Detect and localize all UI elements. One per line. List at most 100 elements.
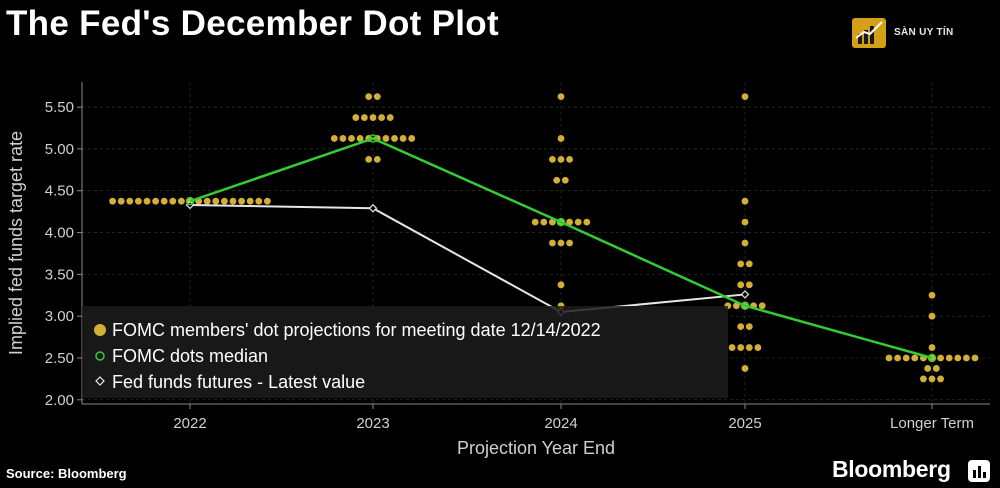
fomc-dot bbox=[583, 218, 591, 226]
fomc-dot bbox=[557, 281, 565, 289]
fomc-dot bbox=[963, 354, 970, 362]
fomc-dot bbox=[937, 375, 944, 383]
fomc-dot bbox=[152, 197, 160, 205]
fomc-dot bbox=[894, 354, 901, 362]
legend-futures-label: Fed funds futures - Latest value bbox=[112, 372, 365, 392]
fomc-dot bbox=[566, 218, 573, 226]
fomc-dot bbox=[741, 197, 749, 205]
futures-point bbox=[368, 203, 378, 213]
fomc-dot bbox=[229, 197, 237, 205]
fomc-dot bbox=[382, 135, 390, 142]
median-point bbox=[185, 196, 195, 206]
fomc-dot bbox=[928, 344, 936, 351]
fomc-dot bbox=[361, 114, 368, 121]
fomc-dot bbox=[352, 114, 360, 121]
y-tick-label: 2.50 bbox=[45, 350, 74, 367]
fomc-dot bbox=[741, 93, 749, 101]
fomc-dot bbox=[737, 260, 745, 268]
fomc-dot bbox=[945, 354, 953, 362]
y-tick-label: 4.50 bbox=[45, 183, 74, 200]
fomc-dot bbox=[745, 323, 753, 331]
fomc-dot bbox=[924, 365, 932, 372]
fomc-dot bbox=[339, 135, 347, 142]
bloomberg-logo: Bloomberg bbox=[832, 456, 951, 482]
fomc-dot-projections bbox=[109, 93, 979, 383]
fed-funds-futures-series bbox=[185, 200, 750, 317]
fomc-dot bbox=[203, 197, 211, 205]
fomc-dot bbox=[928, 291, 936, 299]
y-tick-label: 4.00 bbox=[45, 225, 74, 242]
source-note: Source: Bloomberg bbox=[6, 466, 127, 481]
fomc-dot bbox=[928, 312, 936, 320]
median-point bbox=[368, 134, 378, 143]
fomc-dot bbox=[365, 93, 373, 101]
fomc-dot bbox=[549, 155, 556, 163]
fomc-dot bbox=[566, 155, 573, 163]
fomc-dot bbox=[737, 323, 745, 331]
fomc-dot bbox=[937, 354, 944, 362]
fomc-dot bbox=[728, 344, 736, 351]
fomc-dot bbox=[733, 302, 740, 310]
median-point bbox=[740, 301, 750, 310]
fomc-dot bbox=[408, 135, 416, 142]
fomc-dot bbox=[109, 197, 116, 205]
fomc-dot bbox=[212, 197, 220, 205]
median-line bbox=[189, 137, 933, 360]
fomc-dot bbox=[566, 239, 573, 247]
fomc-dot bbox=[741, 218, 749, 226]
fomc-dot bbox=[745, 344, 753, 351]
fomc-dot bbox=[557, 93, 565, 101]
y-tick-label: 3.50 bbox=[45, 266, 74, 283]
fomc-dot bbox=[741, 239, 749, 247]
legend-dots-marker bbox=[94, 324, 106, 336]
fomc-dot bbox=[885, 354, 893, 362]
fomc-dot bbox=[178, 197, 185, 205]
fomc-dot bbox=[971, 354, 979, 362]
fomc-dot bbox=[557, 155, 565, 163]
fomc-dot bbox=[369, 114, 377, 121]
fomc-dot bbox=[221, 197, 228, 205]
x-tick-label: 2024 bbox=[544, 415, 577, 432]
fomc-dot bbox=[737, 344, 745, 351]
fomc-dot bbox=[557, 239, 565, 247]
median-point bbox=[927, 353, 937, 363]
fomc-dot bbox=[143, 197, 151, 205]
fomc-dot bbox=[540, 218, 548, 226]
fomc-dot bbox=[160, 197, 168, 205]
fomc-dot bbox=[902, 354, 910, 362]
fomc-dot bbox=[557, 135, 565, 142]
fomc-dot bbox=[169, 197, 177, 205]
fomc-dot bbox=[553, 176, 561, 184]
fomc-dot bbox=[741, 365, 749, 372]
futures-point bbox=[740, 290, 750, 299]
y-tick-labels: 2.00 2.50 3.00 3.50 4.00 4.50 5.00 5.50 bbox=[45, 99, 82, 409]
watermark-text: SÀN UY TÍN bbox=[894, 27, 954, 38]
fomc-dot bbox=[911, 354, 919, 362]
fomc-dot bbox=[238, 197, 246, 205]
fomc-dot bbox=[330, 135, 338, 142]
y-tick-label: 2.00 bbox=[45, 392, 74, 409]
fomc-dot bbox=[348, 135, 355, 142]
legend-dots-label: FOMC members' dot projections for meetin… bbox=[112, 320, 601, 340]
fomc-dot bbox=[246, 197, 254, 205]
y-axis-label: Implied fed funds target rate bbox=[6, 131, 26, 355]
legend: FOMC members' dot projections for meetin… bbox=[82, 306, 728, 398]
median-point bbox=[556, 217, 566, 227]
watermark-logo-icon bbox=[852, 18, 886, 48]
fomc-dot bbox=[117, 197, 125, 205]
fomc-dot bbox=[574, 218, 582, 226]
fomc-dot bbox=[549, 239, 556, 247]
y-tick-label: 3.00 bbox=[45, 308, 74, 325]
fomc-dot bbox=[531, 218, 539, 226]
x-tick-label: Longer Term bbox=[890, 415, 974, 432]
fomc-dot bbox=[365, 155, 373, 163]
fomc-dot bbox=[378, 114, 385, 121]
fomc-dot bbox=[932, 365, 940, 372]
legend-median-marker bbox=[95, 351, 105, 361]
fomc-dot bbox=[135, 197, 142, 205]
x-tick-label: 2025 bbox=[728, 415, 761, 432]
legend-median-label: FOMC dots median bbox=[112, 346, 268, 366]
fomc-dot bbox=[561, 176, 569, 184]
fomc-dot bbox=[255, 197, 263, 205]
